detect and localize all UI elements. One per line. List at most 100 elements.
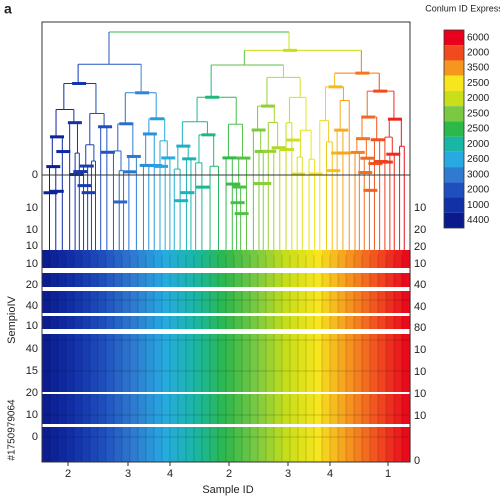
y-label-left: 10: [26, 258, 38, 270]
node-bar: [257, 181, 272, 185]
heat-column: [234, 250, 243, 462]
heat-column: [114, 250, 123, 462]
heat-column: [282, 250, 291, 462]
y-label-left: 20: [26, 279, 38, 291]
x-label: 2: [226, 468, 232, 480]
heat-column: [146, 250, 155, 462]
colorbar-swatch: [444, 30, 464, 46]
heat-column: [90, 250, 99, 462]
gap: [42, 329, 410, 334]
y-label-right: 0: [414, 455, 420, 467]
heat-column: [218, 250, 227, 462]
colorbar-label: 4400: [467, 215, 490, 226]
node-bar: [378, 160, 393, 164]
plot-frame: [41, 21, 411, 463]
heat-column: [338, 250, 347, 462]
panel-label: a: [4, 1, 12, 17]
colorbar-swatch: [444, 212, 464, 228]
heat-column: [274, 250, 283, 462]
gap: [42, 268, 410, 273]
node-bar: [280, 148, 295, 152]
x-label: 4: [327, 468, 333, 480]
gap: [42, 287, 410, 291]
y-label-right: 80: [414, 322, 426, 334]
colorbar-swatch: [444, 151, 464, 168]
heat-column: [202, 250, 211, 462]
heat-column: [394, 250, 403, 462]
heatmap: [41, 250, 411, 462]
node-bar: [291, 172, 306, 176]
colorbar-label: 2000: [467, 139, 490, 150]
y-label-right: 40: [414, 279, 426, 291]
node-bar: [285, 138, 300, 142]
heat-column: [50, 250, 59, 462]
y-label-left: 0: [32, 431, 38, 443]
y-label-left: 40: [26, 343, 38, 355]
x-axis-title: Sample ID: [202, 484, 253, 496]
node-bar: [308, 172, 323, 176]
colorbar-label: 6000: [467, 32, 490, 43]
colorbar-swatch: [444, 167, 464, 183]
y-label-right: 10: [414, 388, 426, 400]
node-bar: [226, 182, 241, 186]
x-label: 1: [385, 468, 391, 480]
heat-column: [138, 250, 147, 462]
heat-column: [178, 250, 187, 462]
colorbar-label: 3500: [467, 63, 490, 74]
x-label: 4: [167, 468, 173, 480]
heat-column: [330, 250, 339, 462]
heat-column: [194, 250, 203, 462]
colorbar-label: 2000: [467, 93, 490, 104]
heat-column: [290, 250, 299, 462]
y-label-left: 0: [32, 169, 38, 181]
heat-column: [106, 250, 115, 462]
colorbar-frame: [443, 29, 465, 229]
colorbar-label: 2500: [467, 78, 490, 89]
heat-column: [210, 250, 219, 462]
heat-column: [362, 250, 371, 462]
node-bar: [358, 171, 373, 175]
heat-column: [370, 250, 379, 462]
y-label-left: 10: [26, 224, 38, 236]
x-label: 2: [65, 468, 71, 480]
node-bar: [195, 185, 210, 189]
node-bar: [113, 200, 128, 204]
heat-column: [258, 250, 267, 462]
y-label-right: 10: [414, 258, 426, 270]
node-bar: [368, 162, 383, 166]
y-label-right: 10: [414, 410, 426, 422]
heat-column: [266, 250, 275, 462]
heat-column: [298, 250, 307, 462]
heat-column: [170, 250, 179, 462]
heat-column: [378, 250, 387, 462]
y-label-left: 10: [26, 409, 38, 421]
colorbar-swatch: [444, 75, 464, 91]
gap: [42, 424, 410, 427]
heat-column: [58, 250, 67, 462]
heat-column: [226, 250, 235, 462]
heat-column: [322, 250, 331, 462]
node-bar: [262, 149, 277, 153]
y-label-left: 10: [26, 240, 38, 252]
heat-column: [306, 250, 315, 462]
colorbar-title: Conlum ID Expression: [425, 3, 500, 13]
y-label-left: 15: [26, 365, 38, 377]
heat-column: [346, 250, 355, 462]
heat-column: [250, 250, 259, 462]
colorbar-swatch: [444, 106, 464, 122]
y-label-left: 40: [26, 300, 38, 312]
node-bar: [336, 151, 351, 155]
node-bar: [49, 189, 64, 193]
heat-column: [402, 250, 411, 462]
watermark: #1750979064: [7, 399, 18, 461]
y-label-right: 10: [414, 344, 426, 356]
colorbar-swatch: [444, 121, 464, 137]
node-bar: [230, 201, 245, 205]
node-bar: [180, 191, 195, 195]
colorbar-swatch: [444, 182, 464, 198]
heat-column: [186, 250, 195, 462]
node-bar: [153, 164, 168, 168]
node-bar: [174, 199, 189, 203]
y-label-right: 10: [414, 366, 426, 378]
